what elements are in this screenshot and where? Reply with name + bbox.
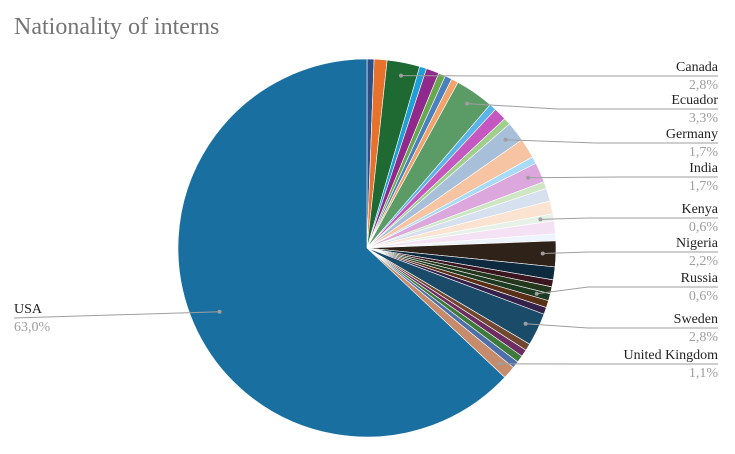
leader-line-usa: [13, 311, 220, 319]
slice-value-usa: 63,0%: [14, 320, 51, 335]
slice-label-russia: Russia: [681, 271, 719, 286]
slice-value-russia: 0,6%: [689, 289, 719, 304]
slice-value-india: 1,7%: [689, 179, 719, 194]
slice-value-germany: 1,7%: [689, 145, 719, 160]
slice-label-usa: USA: [14, 302, 43, 317]
slice-label-india: India: [689, 161, 719, 176]
leader-line-ecuador: [467, 103, 718, 110]
leader-line-sweden: [525, 323, 718, 329]
slice-label-ecuador: Ecuador: [671, 93, 718, 108]
slice-value-sweden: 2,8%: [689, 330, 719, 345]
leader-line-india: [528, 176, 718, 179]
leader-line-kenya: [540, 217, 718, 220]
chart-title: Nationality of interns: [14, 14, 220, 40]
slice-label-germany: Germany: [666, 127, 718, 142]
slice-value-ecuador: 3,3%: [689, 111, 719, 126]
slice-label-united-kingdom: United Kingdom: [624, 348, 719, 363]
slice-value-united-kingdom: 1,1%: [689, 366, 719, 381]
leader-line-nigeria: [542, 251, 718, 254]
slice-label-canada: Canada: [676, 60, 719, 75]
slice-value-kenya: 0,6%: [689, 220, 719, 235]
slice-value-canada: 2,8%: [689, 78, 719, 93]
leader-line-germany: [505, 139, 718, 144]
slice-label-nigeria: Nigeria: [676, 236, 719, 251]
slice-label-kenya: Kenya: [681, 202, 718, 217]
slice-value-nigeria: 2,2%: [689, 254, 719, 269]
slice-label-sweden: Sweden: [674, 312, 718, 327]
pie-slice-usa: [177, 58, 506, 438]
pie-labels: Canada2,8%Ecuador3,3%Germany1,7%India1,7…: [13, 60, 719, 381]
leader-line-russia: [536, 286, 718, 295]
pie-slices: [177, 58, 557, 438]
